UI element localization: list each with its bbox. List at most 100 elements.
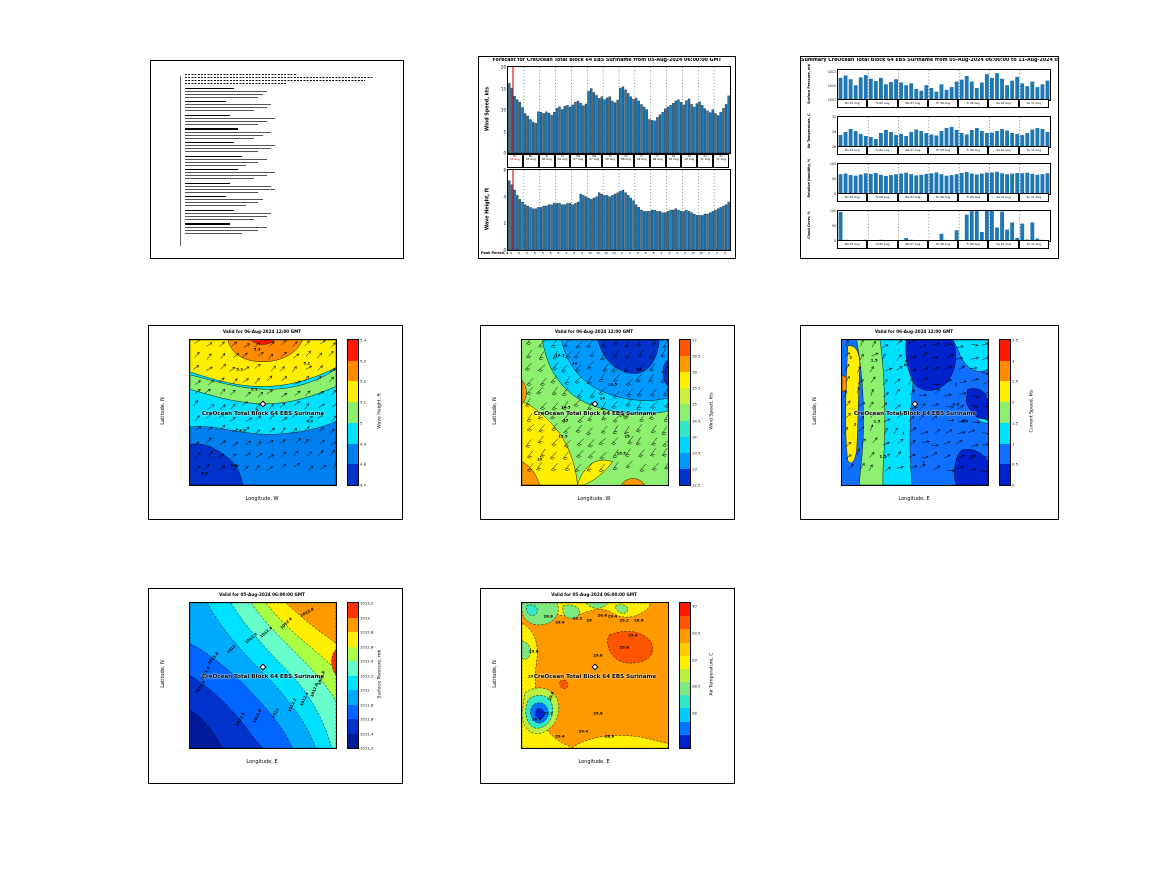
meteogram-title: Forecast for CreOcean Total Block 64 EBS… xyxy=(492,58,722,63)
date-box: We 07 Aug xyxy=(897,146,928,155)
colorbar-tick-label: 1012 xyxy=(360,687,370,693)
colorbar-tick-label: 3.5 xyxy=(1012,337,1019,343)
date-box: Tu 06 Aug xyxy=(867,193,898,202)
colorbar-segment xyxy=(680,655,690,669)
text-line xyxy=(185,134,263,136)
x-axis-label: Longitude, E xyxy=(898,496,930,502)
peak-period-value: 10 xyxy=(699,251,703,255)
colorbar-tick-label: 2 xyxy=(1012,399,1015,405)
colorbar-tick-label: 4.9 xyxy=(360,441,367,447)
colorbar-tick-label: 29 xyxy=(692,657,697,663)
date-box: Mo 05 Aug xyxy=(507,153,523,168)
tick-label: 29 xyxy=(831,130,836,134)
peak-period-value: 9 xyxy=(565,251,568,255)
date-box: Su 11 Aug xyxy=(1018,193,1049,202)
quiver-overlay xyxy=(190,340,336,485)
peak-period-value: 9 xyxy=(581,251,584,255)
tick-label: 32 xyxy=(831,115,836,119)
tick-label: 15 xyxy=(500,86,506,91)
forecast-report-panel xyxy=(150,60,404,259)
colorbar-segment xyxy=(348,381,358,403)
summary-panel: Summary CreOcean Total Block 64 EBS Suri… xyxy=(800,56,1059,259)
map-center-label: CreOcean Total Block 64 EBS Suriname xyxy=(201,673,325,680)
tick-label: 50 xyxy=(831,224,836,228)
date-box: Mo 05 Aug xyxy=(837,146,868,155)
x-axis-label: Longitude, E xyxy=(578,759,610,765)
colorbar-tick-label: 14 xyxy=(692,434,697,440)
summary-title: Summary CreOcean Total Block 64 EBS Suri… xyxy=(801,58,1058,63)
colorbar-segment xyxy=(680,668,690,683)
peak-period-value: 9 xyxy=(723,251,726,255)
air-temperature-map-panel: Valid for 05-Aug-2024 06:00:00 GMT Latit… xyxy=(480,588,735,784)
tick-label: 20 xyxy=(500,64,506,70)
date-box: Sa 10 Aug xyxy=(681,153,698,168)
text-line xyxy=(185,226,267,228)
text-line xyxy=(185,107,267,109)
colorbar-segment xyxy=(680,721,690,735)
colorbar-segment xyxy=(680,616,690,630)
text-line xyxy=(185,216,267,218)
text-line xyxy=(185,110,255,112)
text-line xyxy=(185,104,271,106)
text-line xyxy=(185,172,275,174)
colorbar-tick-label: 1011.8 xyxy=(360,702,374,707)
summary-date-row: Mo 05 Aug Tu 06 Aug We 07 Aug Th 08 Aug Fr 0… xyxy=(837,99,1049,108)
colorbar-tick-label: 15.5 xyxy=(692,385,701,391)
date-box: Sa 10 Aug xyxy=(665,153,682,168)
colorbar: 3.5 3 2.5 2 1.5 1 0.5 0 xyxy=(999,338,1018,488)
peak-period-value: 9 xyxy=(708,251,710,255)
colorbar-tick-label: 1011.4 xyxy=(360,731,374,736)
meteogram-date-row: Mo 05 Aug Mo 05 Aug Tu 06 Aug Tu 06 Aug We 07 Aug… xyxy=(507,153,730,168)
colorbar-segment xyxy=(680,404,690,421)
text-line xyxy=(185,175,267,177)
map-center-label: CreOcean Total Block 64 EBS Suriname xyxy=(201,410,325,417)
text-line xyxy=(185,199,263,201)
current-speed-map-panel: Valid for 06-Aug-2024 12:00 GMT Latitude… xyxy=(800,325,1059,520)
colorbar-tick-label: 12.5 xyxy=(692,482,701,488)
text-line xyxy=(185,79,365,82)
colorbar-label: Current Speed, kts xyxy=(1029,389,1035,433)
peak-period-value: 9 xyxy=(573,251,576,255)
map-title: Valid for 06-Aug-2024 12:00 GMT xyxy=(874,329,954,334)
peak-period-value: 8 xyxy=(549,251,552,255)
colorbar-tick-label: 17 xyxy=(692,337,697,343)
colorbar-ticks: 1013.2 1013 1012.8 1012.6 1012.4 1012.2 1012 10… xyxy=(348,601,373,751)
colorbar-segment xyxy=(348,464,358,485)
colorbar-tick-label: 1011.6 xyxy=(360,716,374,722)
wave-y-axis-label: Wave Height, ft xyxy=(485,187,491,231)
colorbar-segment xyxy=(348,340,358,361)
date-box: Su 11 Aug xyxy=(697,153,714,168)
colorbar-tick-label: 1011.2 xyxy=(360,745,374,751)
text-line xyxy=(185,148,271,150)
text-line xyxy=(185,169,239,171)
peak-period-value: 10 xyxy=(596,251,601,255)
current-arrow-overlay xyxy=(842,340,988,485)
contour-fill xyxy=(190,340,336,485)
humidity-y-axis-label: Relative Humidity, % xyxy=(807,158,811,198)
text-line xyxy=(185,76,373,79)
x-axis-label: Longitude, W xyxy=(245,496,279,502)
cloud-y-axis-label: Cloud Cover, % xyxy=(807,211,811,239)
colorbar-segment xyxy=(348,690,358,705)
colorbar-tick-label: 16 xyxy=(692,369,697,375)
colorbar-tick-label: 5.3 xyxy=(360,358,367,364)
colorbar-tick-label: 5.1 xyxy=(360,399,367,405)
colorbar-segment xyxy=(348,632,358,647)
y-axis-label: Latitude, N xyxy=(160,397,166,425)
text-line xyxy=(185,120,267,122)
date-box: Th 08 Aug xyxy=(927,99,959,108)
colorbar-tick-label: 5 xyxy=(360,420,363,426)
colorbar-segment xyxy=(680,734,690,748)
date-box: Su 11 Aug xyxy=(1018,99,1049,108)
summary-date-row: Mo 05 Aug Tu 06 Aug We 07 Aug Th 08 Aug Fr 0… xyxy=(837,240,1049,249)
date-box: Tu 06 Aug xyxy=(867,146,898,155)
text-line xyxy=(185,145,275,147)
text-line xyxy=(185,117,275,119)
cloud-cover-bar-chart: 100 50 0 xyxy=(830,209,1051,243)
colorbar-tick-label: 16.5 xyxy=(692,353,701,359)
tick-label: 10 xyxy=(500,107,506,113)
tick-label: 1010 xyxy=(827,84,836,89)
colorbar-segment xyxy=(348,402,358,423)
text-line xyxy=(185,196,226,198)
date-box: Tu 06 Aug xyxy=(554,153,571,168)
